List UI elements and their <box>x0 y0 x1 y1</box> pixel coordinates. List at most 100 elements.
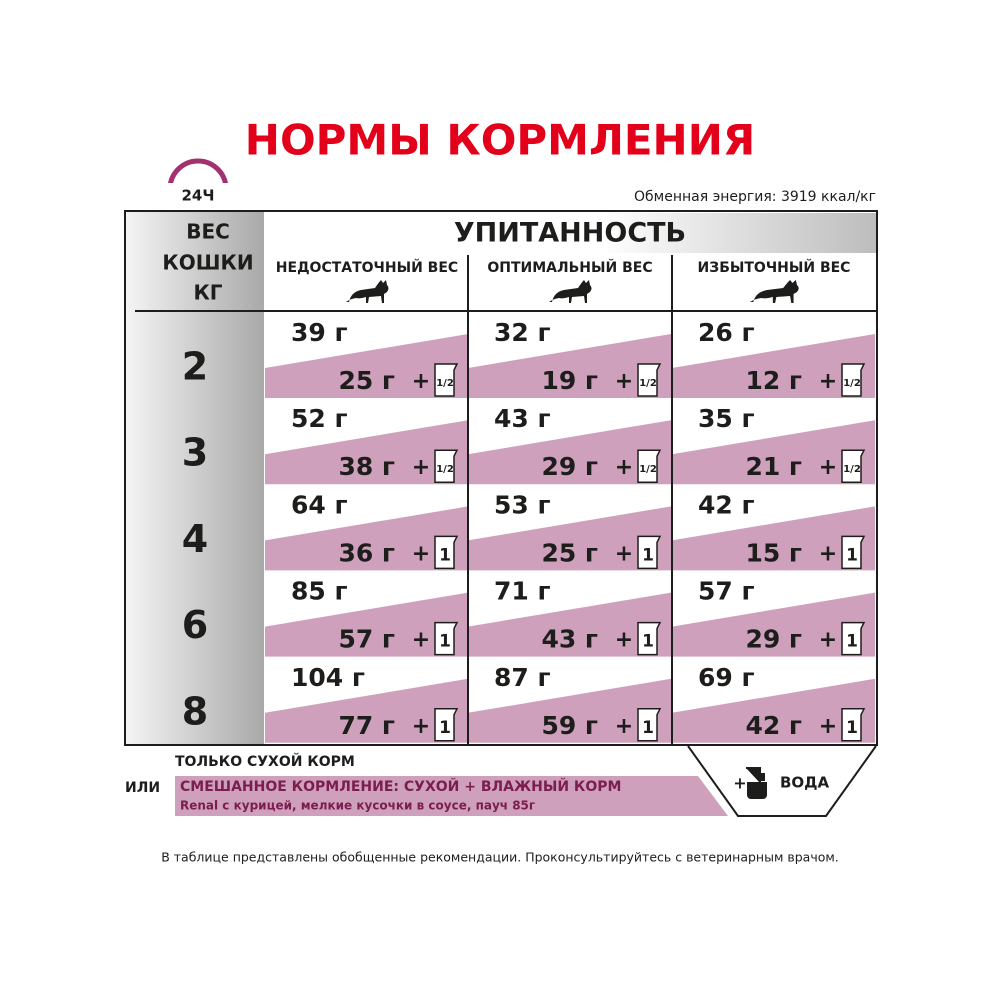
footnote: В таблице представлены обобщенные рекоме… <box>161 850 839 865</box>
mixed-band <box>468 592 671 657</box>
water-icon <box>746 767 767 799</box>
energy: Обменная энергия: 3919 ккал/кг <box>634 189 876 205</box>
dry-amount: 32 г <box>494 318 551 347</box>
mixed-band <box>468 678 671 743</box>
table-border <box>124 210 878 746</box>
column-header: ИЗБЫТОЧНЫЙ ВЕС <box>698 259 851 276</box>
dry-amount: 104 г <box>291 663 365 692</box>
plus: + <box>819 369 837 394</box>
pouch-amount: 1 <box>846 632 858 652</box>
mixed-band <box>265 592 468 657</box>
plus: + <box>412 628 430 653</box>
weight-header: КОШКИ <box>162 251 253 275</box>
pouch-amount: 1 <box>846 545 858 565</box>
mixed-amount: 25 г <box>541 538 598 567</box>
dry-amount: 64 г <box>291 490 348 519</box>
weight: 6 <box>182 603 208 647</box>
mixed-amount: 29 г <box>541 452 598 481</box>
pouch-amount: 1/2 <box>639 378 657 389</box>
pouch-amount: 1/2 <box>639 464 657 475</box>
plus: + <box>615 541 633 566</box>
mixed-band <box>265 420 468 485</box>
title: НОРМЫ КОРМЛЕНИЯ <box>245 116 755 165</box>
water-frame <box>687 745 877 817</box>
dry-amount: 53 г <box>494 490 551 519</box>
plus: + <box>819 541 837 566</box>
dry-amount: 39 г <box>291 318 348 347</box>
legend-product: Renal с курицей, мелкие кусочки в соусе,… <box>180 799 535 813</box>
legend-band <box>175 776 728 816</box>
mixed-amount: 15 г <box>745 538 802 567</box>
mixed-amount: 21 г <box>745 452 802 481</box>
pouch-amount: 1 <box>642 718 654 738</box>
column-header: ОПТИМАЛЬНЫЙ ВЕС <box>487 259 652 276</box>
plus: + <box>615 455 633 480</box>
plus: + <box>615 369 633 394</box>
pouch-amount: 1 <box>846 718 858 738</box>
mixed-amount: 42 г <box>745 711 802 740</box>
plus: + <box>412 455 430 480</box>
weight: 8 <box>182 689 208 733</box>
mixed-band <box>672 678 875 743</box>
mixed-band <box>672 420 875 485</box>
dry-amount: 85 г <box>291 577 348 606</box>
clock-icon: 24Ч <box>163 158 233 220</box>
cat-icon <box>749 280 799 303</box>
mixed-amount: 59 г <box>541 711 598 740</box>
dry-amount: 35 г <box>698 404 755 433</box>
pouch-amount: 1 <box>642 632 654 652</box>
mixed-amount: 77 г <box>338 711 395 740</box>
pouch-amount: 1 <box>439 718 451 738</box>
plus: + <box>819 628 837 653</box>
clock-label: 24Ч <box>182 187 215 205</box>
plus: + <box>412 541 430 566</box>
weight: 2 <box>182 345 208 389</box>
pouch-icon <box>434 535 459 570</box>
dry-amount: 87 г <box>494 663 551 692</box>
cat-icon <box>549 280 592 303</box>
weight: 3 <box>182 431 208 475</box>
pouch-icon <box>637 621 662 656</box>
cat-icon <box>346 280 389 303</box>
plus: + <box>412 714 430 739</box>
condition-header: УПИТАННОСТЬ <box>454 218 686 249</box>
plus: + <box>412 369 430 394</box>
pouch-amount: 1 <box>642 545 654 565</box>
mixed-band <box>265 506 468 571</box>
legend-or: ИЛИ <box>125 780 160 796</box>
pouch-icon <box>637 363 662 397</box>
dry-amount: 57 г <box>698 577 755 606</box>
dry-amount: 71 г <box>494 577 551 606</box>
mixed-band <box>468 334 671 398</box>
legend-water: ВОДА <box>780 774 830 792</box>
pouch-icon <box>637 708 662 742</box>
weight: 4 <box>182 517 208 561</box>
pouch-icon <box>434 621 459 656</box>
mixed-band <box>265 678 468 743</box>
dry-amount: 26 г <box>698 318 755 347</box>
legend-plus: + <box>733 774 746 793</box>
mixed-band <box>468 420 671 485</box>
weight-header: ВЕС <box>186 220 230 244</box>
pouch-icon <box>841 621 866 656</box>
dry-amount: 69 г <box>698 663 755 692</box>
mixed-amount: 57 г <box>338 625 395 654</box>
pouch-amount: 1/2 <box>436 378 454 389</box>
mixed-band <box>672 334 875 398</box>
pouch-icon <box>434 449 459 483</box>
pouch-icon <box>841 535 866 570</box>
column-header: НЕДОСТАТОЧНЫЙ ВЕС <box>276 259 458 276</box>
pouch-amount: 1 <box>439 545 451 565</box>
weight-header: КГ <box>193 281 222 305</box>
pouch-amount: 1 <box>439 632 451 652</box>
plus: + <box>615 714 633 739</box>
mixed-amount: 29 г <box>745 625 802 654</box>
weight-column <box>126 212 264 744</box>
pouch-icon <box>841 708 866 742</box>
mixed-band <box>672 506 875 571</box>
pouch-icon <box>637 449 662 483</box>
pouch-amount: 1/2 <box>436 464 454 475</box>
pouch-icon <box>637 535 662 570</box>
dry-amount: 43 г <box>494 404 551 433</box>
